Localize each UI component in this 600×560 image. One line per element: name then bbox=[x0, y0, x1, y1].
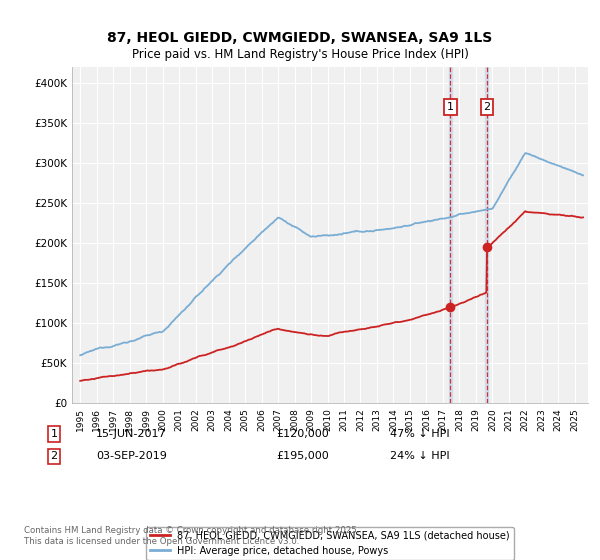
Text: Contains HM Land Registry data © Crown copyright and database right 2025.
This d: Contains HM Land Registry data © Crown c… bbox=[24, 526, 359, 546]
Text: 47% ↓ HPI: 47% ↓ HPI bbox=[390, 429, 449, 439]
Text: £195,000: £195,000 bbox=[276, 451, 329, 461]
Legend: 87, HEOL GIEDD, CWMGIEDD, SWANSEA, SA9 1LS (detached house), HPI: Average price,: 87, HEOL GIEDD, CWMGIEDD, SWANSEA, SA9 1… bbox=[146, 527, 514, 559]
Text: 2: 2 bbox=[484, 102, 491, 112]
Text: 1: 1 bbox=[50, 429, 58, 439]
Text: 2: 2 bbox=[50, 451, 58, 461]
Text: £120,000: £120,000 bbox=[276, 429, 329, 439]
Text: Price paid vs. HM Land Registry's House Price Index (HPI): Price paid vs. HM Land Registry's House … bbox=[131, 48, 469, 60]
Text: 15-JUN-2017: 15-JUN-2017 bbox=[96, 429, 167, 439]
Bar bbox=[485, 67, 488, 403]
Text: 1: 1 bbox=[447, 102, 454, 112]
Text: 03-SEP-2019: 03-SEP-2019 bbox=[96, 451, 167, 461]
Text: 87, HEOL GIEDD, CWMGIEDD, SWANSEA, SA9 1LS: 87, HEOL GIEDD, CWMGIEDD, SWANSEA, SA9 1… bbox=[107, 31, 493, 45]
Text: 24% ↓ HPI: 24% ↓ HPI bbox=[390, 451, 449, 461]
Bar bbox=[449, 67, 452, 403]
